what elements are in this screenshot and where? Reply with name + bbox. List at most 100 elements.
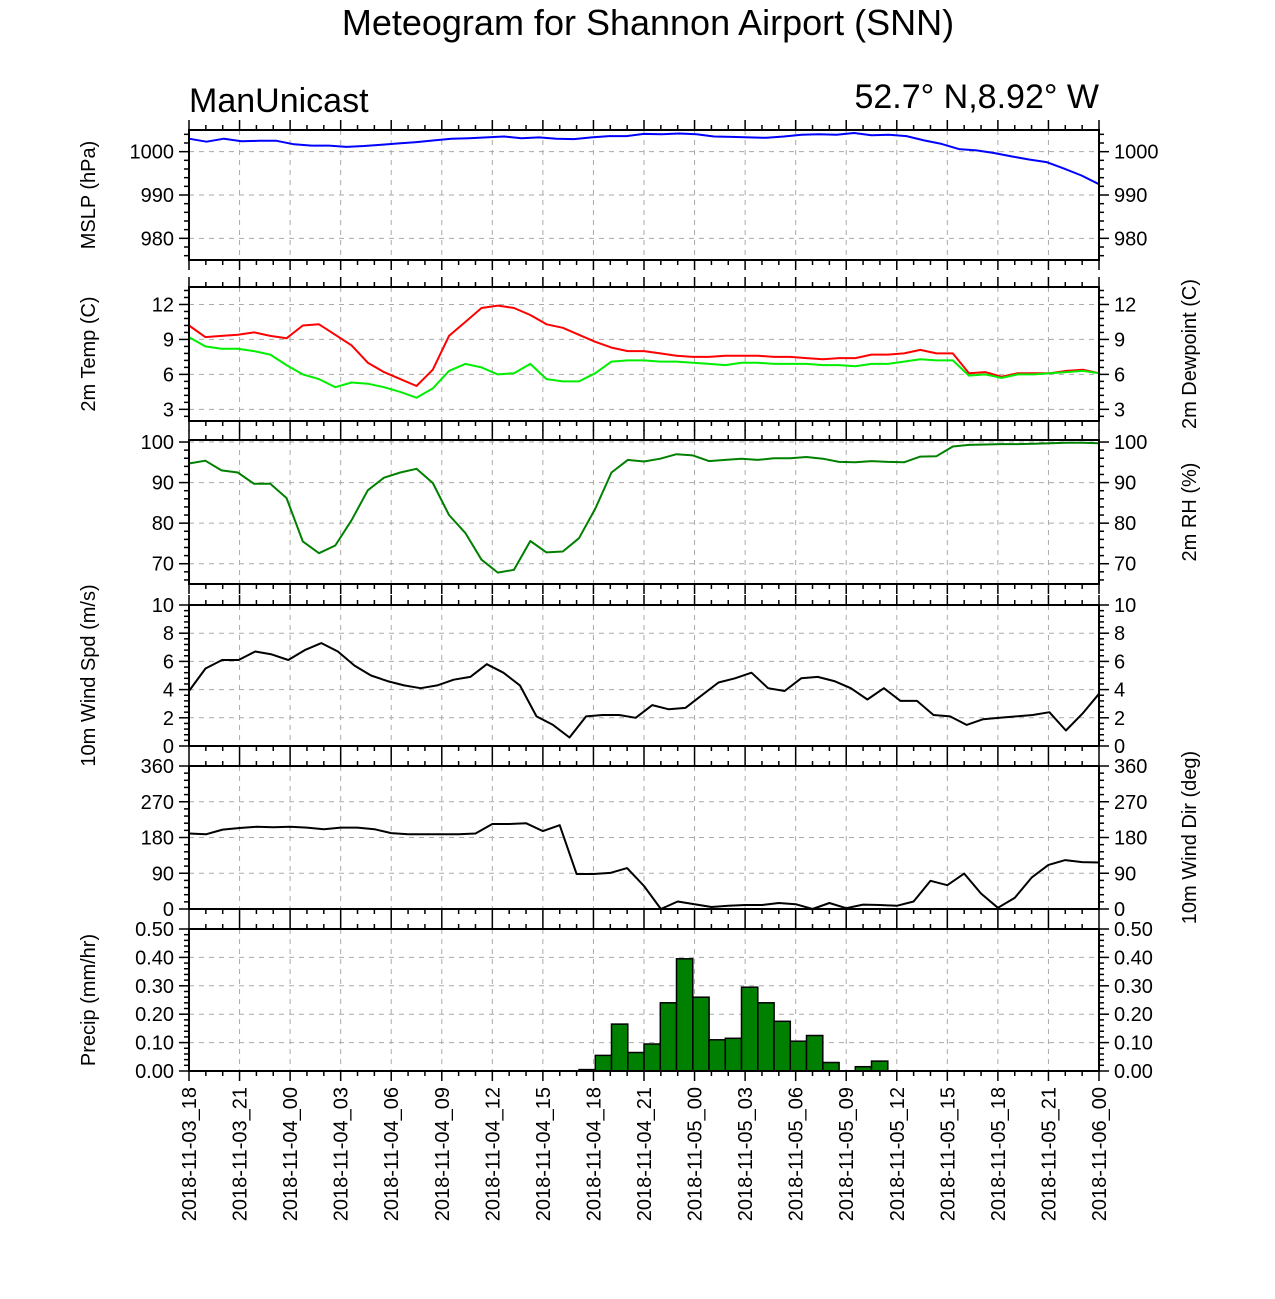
y-tick-label-left: 0.30 <box>135 976 174 998</box>
precip-bar <box>805 1034 824 1072</box>
x-tick-label: 2018-11-05_03 <box>735 1087 757 1221</box>
y-tick-label-left: 6 <box>163 651 174 673</box>
x-tick-label: 2018-11-05_21 <box>1038 1087 1060 1221</box>
y-tick-label-right: 8 <box>1114 623 1125 645</box>
y-tick-label-right: 0.50 <box>1114 919 1153 941</box>
y-tick-label-right: 100 <box>1114 432 1147 454</box>
y-tick-label-right: 70 <box>1114 554 1136 576</box>
chart-title: Meteogram for Shannon Airport (SNN) <box>342 2 954 43</box>
y-axis-title-right: 2m Dewpoint (C) <box>1179 279 1201 429</box>
y-tick-label-left: 12 <box>152 294 174 316</box>
y-axis-title-left: Precip (mm/hr) <box>78 934 100 1066</box>
y-tick-label-left: 90 <box>152 473 174 495</box>
precip-bar <box>757 1002 775 1072</box>
series-line-temp-0 <box>188 304 1100 387</box>
y-tick-label-left: 360 <box>141 756 174 778</box>
x-tick-label: 2018-11-04_09 <box>432 1087 454 1221</box>
panel-wdir: 0 0 90 90 180 180 270 270 360 360 10m Wind Dir (de… <box>141 751 1201 924</box>
y-tick-label-right: 1000 <box>1114 142 1159 164</box>
precip-bar <box>594 1054 613 1072</box>
y-axis-title-left: MSLP (hPa) <box>78 141 100 250</box>
y-axis-title-right: 2m RH (%) <box>1179 463 1201 562</box>
x-tick-label: 2018-11-05_18 <box>988 1087 1010 1221</box>
series-line-rh-0 <box>188 441 1100 574</box>
y-tick-label-right: 6 <box>1114 364 1125 386</box>
y-tick-label-left: 6 <box>163 364 174 386</box>
x-tick-label: 2018-11-04_21 <box>634 1087 656 1221</box>
x-tick-label: 2018-11-06_00 <box>1089 1087 1111 1221</box>
y-tick-label-left: 3 <box>163 399 174 421</box>
x-tick-label: 2018-11-04_03 <box>331 1087 353 1221</box>
y-tick-label-right: 6 <box>1114 651 1125 673</box>
y-tick-label-left: 70 <box>152 554 174 576</box>
y-axis-title-left: 2m Temp (C) <box>78 296 100 411</box>
y-tick-label-right: 0.10 <box>1114 1033 1153 1055</box>
precip-bar <box>870 1060 889 1072</box>
panel-wspd: 0 0 2 2 4 4 6 6 8 8 10 10 10m Wind Spd (m/s) <box>78 584 1136 766</box>
y-tick-label-right: 3 <box>1114 399 1125 421</box>
precip-bar <box>773 1020 792 1072</box>
panel-rh: 70 70 80 80 90 90 100 100 2m RH (%) <box>141 430 1201 594</box>
y-tick-label-right: 0.20 <box>1114 1004 1153 1026</box>
y-tick-label-right: 990 <box>1114 185 1147 207</box>
y-tick-label-right: 0.40 <box>1114 947 1153 969</box>
y-tick-label-right: 90 <box>1114 473 1136 495</box>
x-tick-label: 2018-11-05_12 <box>887 1087 909 1221</box>
y-tick-label-right: 10 <box>1114 595 1136 617</box>
x-tick-label: 2018-11-04_06 <box>381 1087 403 1221</box>
precip-bar <box>708 1039 727 1072</box>
y-tick-label-left: 9 <box>163 329 174 351</box>
y-tick-label-left: 0.50 <box>135 919 174 941</box>
series-line-mslp-0 <box>188 132 1100 186</box>
y-tick-label-right: 0 <box>1114 899 1125 921</box>
x-tick-label: 2018-11-05_09 <box>836 1087 858 1221</box>
y-tick-label-right: 12 <box>1114 294 1136 316</box>
y-tick-label-right: 180 <box>1114 828 1147 850</box>
x-tick-label: 2018-11-05_15 <box>937 1087 959 1221</box>
panel-temp: 3 3 6 6 9 9 12 12 2m Temp (C) 2m Dewpoint (C) <box>78 277 1201 431</box>
x-tick-label: 2018-11-05_06 <box>786 1087 808 1221</box>
precip-bar <box>659 1002 678 1072</box>
y-tick-label-right: 0 <box>1114 736 1125 758</box>
y-tick-label-right: 980 <box>1114 228 1147 250</box>
precip-bar <box>643 1043 662 1072</box>
series-line-temp-1 <box>188 336 1100 399</box>
x-tick-label: 2018-11-04_12 <box>482 1087 504 1221</box>
y-tick-label-left: 4 <box>163 680 174 702</box>
y-tick-label-right: 2 <box>1114 708 1125 730</box>
x-tick-label: 2018-11-05_00 <box>685 1087 707 1221</box>
y-axis-title-left: 10m Wind Spd (m/s) <box>78 584 100 766</box>
y-tick-label-left: 0 <box>163 899 174 921</box>
y-tick-label-left: 0 <box>163 736 174 758</box>
y-tick-label-left: 180 <box>141 828 174 850</box>
y-tick-label-right: 0.30 <box>1114 976 1153 998</box>
model-label: ManUnicast <box>189 82 369 120</box>
panel-precip: 0.00 0.00 0.10 0.10 0.20 0.20 0.30 0.30 0.40 0.40… <box>78 919 1153 1083</box>
y-tick-label-right: 360 <box>1114 756 1147 778</box>
x-tick-label: 2018-11-04_00 <box>280 1087 302 1221</box>
precip-bar <box>789 1040 808 1072</box>
y-tick-label-left: 0.10 <box>135 1033 174 1055</box>
x-tick-label: 2018-11-03_18 <box>179 1087 201 1221</box>
y-tick-label-left: 8 <box>163 623 174 645</box>
precip-bar <box>675 958 694 1072</box>
y-tick-label-left: 1000 <box>130 142 175 164</box>
y-tick-label-left: 270 <box>141 792 174 814</box>
precip-bar <box>724 1037 743 1072</box>
y-axis-title-right: 10m Wind Dir (deg) <box>1179 751 1201 924</box>
precip-bar <box>822 1061 840 1072</box>
y-tick-label-left: 990 <box>141 185 174 207</box>
y-tick-label-right: 0.00 <box>1114 1061 1153 1083</box>
y-tick-label-right: 4 <box>1114 680 1125 702</box>
series-line-wspd-0 <box>188 642 1100 739</box>
precip-bar <box>610 1023 629 1072</box>
x-tick-label: 2018-11-04_18 <box>583 1087 605 1221</box>
y-tick-label-left: 980 <box>141 228 174 250</box>
panel-mslp: 980 980 990 990 1000 1000 MSLP (hPa) <box>78 120 1159 270</box>
y-tick-label-left: 0.20 <box>135 1004 174 1026</box>
y-tick-label-left: 90 <box>152 863 174 885</box>
y-tick-label-left: 0.40 <box>135 947 174 969</box>
x-tick-label: 2018-11-03_21 <box>230 1087 252 1221</box>
